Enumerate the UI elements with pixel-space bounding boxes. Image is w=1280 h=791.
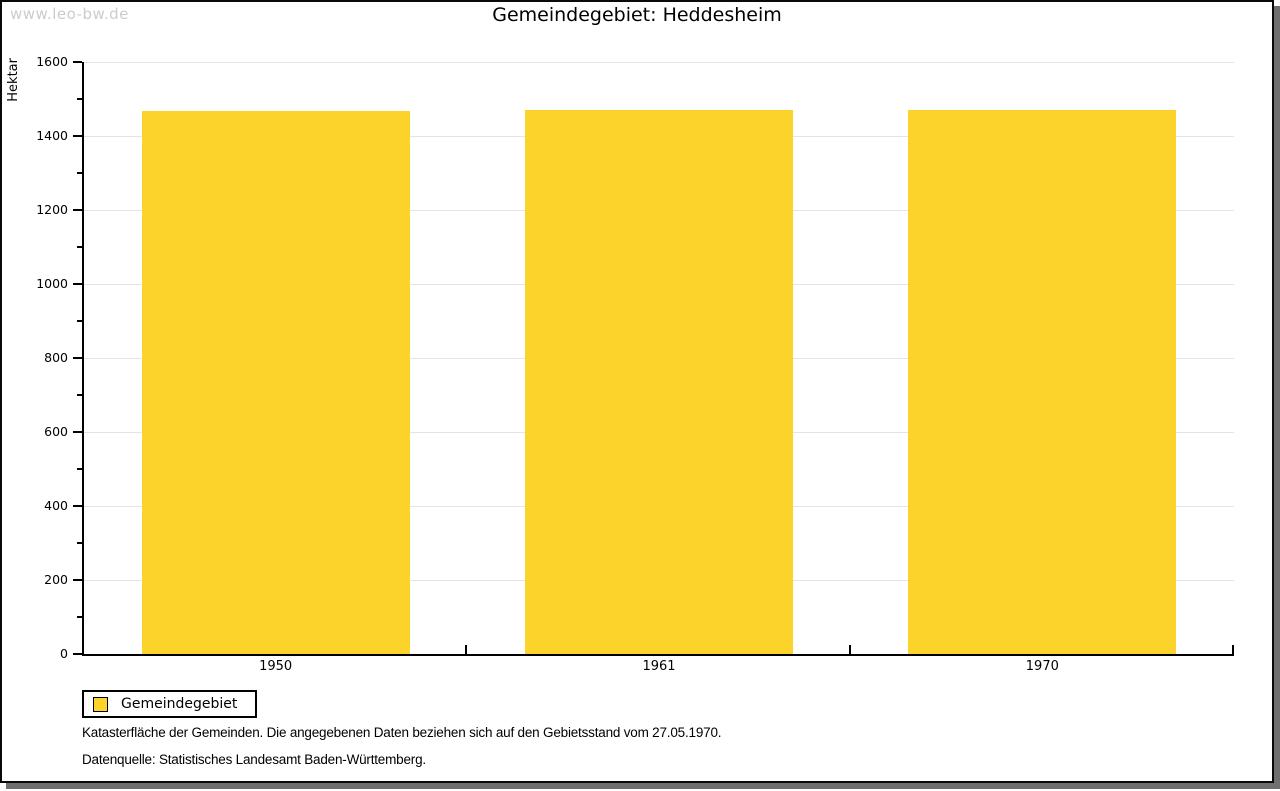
y-minor-tick — [77, 616, 82, 618]
y-minor-tick — [77, 542, 82, 544]
y-tick-label: 1400 — [36, 128, 68, 143]
gridline — [84, 61, 1234, 63]
y-minor-tick — [77, 468, 82, 470]
y-minor-tick — [77, 98, 82, 100]
x-tick-label: 1961 — [642, 659, 676, 674]
y-tick-label: 1200 — [36, 202, 68, 217]
bar-1950 — [141, 110, 410, 654]
y-minor-tick — [77, 320, 82, 322]
x-tick — [465, 645, 468, 654]
legend-swatch-icon — [93, 696, 108, 712]
y-tick-label: 200 — [44, 572, 68, 587]
legend-label: Gemeindegebiet — [121, 696, 238, 712]
y-minor-tick — [77, 172, 82, 174]
footnote-source: Datenquelle: Statistisches Landesamt Bad… — [82, 752, 426, 767]
y-tick-label: 0 — [60, 646, 68, 661]
y-minor-tick — [77, 246, 82, 248]
y-tick-label: 400 — [44, 498, 68, 513]
y-major-tick — [73, 135, 82, 137]
bar-1970 — [908, 110, 1177, 654]
y-major-tick — [73, 209, 82, 211]
legend: Gemeindegebiet — [82, 690, 258, 718]
y-major-tick — [73, 357, 82, 359]
watermark: www.leo-bw.de — [10, 5, 129, 23]
y-tick-label: 800 — [44, 350, 68, 365]
footnote-description: Katasterfläche der Gemeinden. Die angege… — [82, 725, 722, 740]
y-tick-label: 1000 — [36, 276, 68, 291]
y-major-tick — [73, 61, 82, 63]
x-tick — [1232, 645, 1234, 654]
y-major-tick — [73, 505, 82, 507]
y-minor-tick — [77, 394, 82, 396]
plot-area: 0 200 400 600 800 1000 1200 1400 1600 1950 1961 197… — [36, 55, 1234, 674]
y-major-tick — [73, 653, 82, 655]
y-tick-label: 600 — [44, 424, 68, 439]
x-tick — [848, 645, 851, 654]
x-tick-label: 1950 — [259, 659, 293, 674]
x-tick-label: 1970 — [1025, 659, 1059, 674]
y-major-tick — [73, 431, 82, 433]
y-tick-label: 1600 — [36, 54, 68, 69]
y-major-tick — [73, 283, 82, 285]
bar-1961 — [525, 110, 793, 654]
y-major-tick — [73, 579, 82, 581]
chart-title: Gemeindegebiet: Heddesheim — [492, 4, 782, 26]
